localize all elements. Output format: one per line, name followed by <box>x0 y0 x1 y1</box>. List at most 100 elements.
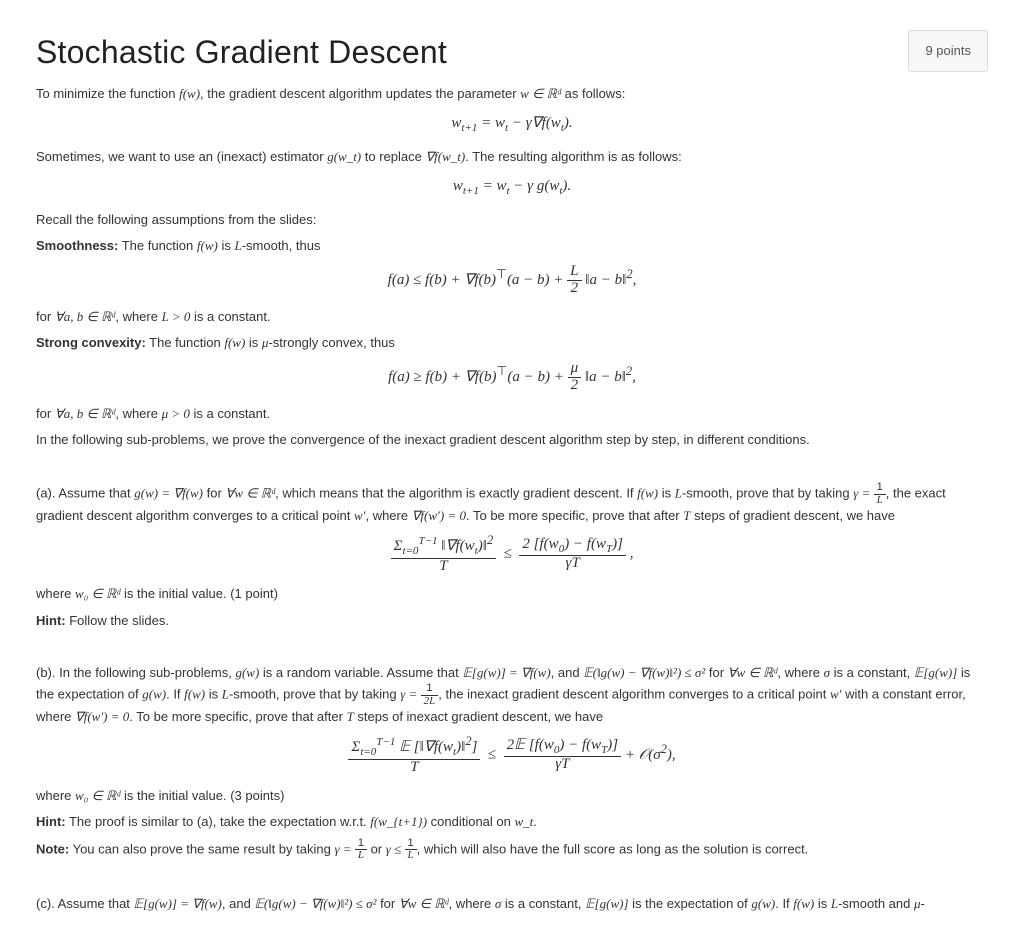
text: where <box>36 586 75 601</box>
math: ∀w ∈ ℝᵈ <box>728 665 778 680</box>
text: is a constant, <box>501 896 585 911</box>
text: To minimize the function <box>36 86 179 101</box>
text: , where <box>365 508 411 523</box>
math: ∇f(w_t) <box>425 149 465 164</box>
math: ∀a, b ∈ ℝᵈ <box>55 406 116 421</box>
text: or <box>367 841 386 856</box>
text: , where <box>449 896 495 911</box>
part-b-hint: Hint: The proof is similar to (a), take … <box>36 812 988 832</box>
text: where <box>36 788 75 803</box>
equation-convexity: f(a) ≥ f(b) + ∇f(b)⊤(a − b) + μ2 ‖a − b‖… <box>36 361 988 394</box>
label: Note: <box>36 841 69 856</box>
text: , the gradient descent algorithm updates… <box>200 86 520 101</box>
text: You can also prove the same result by ta… <box>69 841 334 856</box>
label: Smoothness: <box>36 238 118 253</box>
part-b: (b). In the following sub-problems, g(w)… <box>36 663 988 727</box>
math: L > 0 <box>162 309 191 324</box>
text: steps of inexact gradient descent, we ha… <box>354 709 603 724</box>
text: , where <box>115 406 161 421</box>
equation-smoothness: f(a) ≤ f(b) + ∇f(b)⊤(a − b) + L2 ‖a − b‖… <box>36 264 988 297</box>
text: is <box>814 896 831 911</box>
text: (b). In the following sub-problems, <box>36 665 235 680</box>
math: f(w) <box>224 335 245 350</box>
recall-line: Recall the following assumptions from th… <box>36 210 988 230</box>
smoothness-after: for ∀a, b ∈ ℝᵈ, where L > 0 is a constan… <box>36 307 988 327</box>
math: w_t <box>514 814 533 829</box>
text: . To be more specific, prove that after <box>129 709 346 724</box>
text: for <box>203 485 225 500</box>
part-a-tail: where w₀ ∈ ℝᵈ is the initial value. (1 p… <box>36 584 988 604</box>
math: w′ <box>354 508 366 523</box>
equation-b: Σt=0T−1 𝔼 [‖∇f(wt)‖2]T ≤ 2𝔼 [f(w0) − f(w… <box>36 735 988 775</box>
points-badge: 9 points <box>908 30 988 72</box>
math: 𝔼[g(w)] <box>585 896 628 911</box>
text: for <box>705 665 727 680</box>
text: is the initial value. (1 point) <box>120 586 278 601</box>
text: , where <box>777 665 823 680</box>
math: f(w_{t+1}) <box>370 814 427 829</box>
text: conditional on <box>427 814 514 829</box>
equation-sgd-update: wt+1 = wt − γ g(wt). <box>36 175 988 200</box>
text: The function <box>146 335 225 350</box>
text: , and <box>222 896 255 911</box>
text: for <box>36 309 55 324</box>
math: w₀ ∈ ℝᵈ <box>75 788 120 803</box>
text: is the initial value. (3 points) <box>120 788 284 803</box>
math: 𝔼[g(w)] <box>914 665 957 680</box>
equation-gd-update: wt+1 = wt − γ∇f(wt). <box>36 112 988 137</box>
math: g(w) <box>751 896 775 911</box>
math: ∀w ∈ ℝᵈ <box>225 485 275 500</box>
text: is a random variable. Assume that <box>259 665 462 680</box>
math: 𝔼(‖g(w) − ∇f(w)‖²) ≤ σ² <box>254 896 376 911</box>
math: w′ <box>830 687 842 702</box>
text: is <box>245 335 262 350</box>
math: ∀w ∈ ℝᵈ <box>399 896 449 911</box>
math: T <box>347 709 354 724</box>
text: -smooth, prove that by taking <box>682 485 853 500</box>
math: f(w) <box>184 687 205 702</box>
text: . To be more specific, prove that after <box>466 508 683 523</box>
math: ∇f(w′) = 0 <box>75 709 129 724</box>
text: is <box>218 238 235 253</box>
text: (c). Assume that <box>36 896 134 911</box>
math: w₀ ∈ ℝᵈ <box>75 586 120 601</box>
math: 𝔼(‖g(w) − ∇f(w)‖²) ≤ σ² <box>583 665 705 680</box>
text: is a constant. <box>190 309 270 324</box>
text: , the inexact gradient descent algorithm… <box>438 687 830 702</box>
text: as follows: <box>561 86 625 101</box>
math: ∀a, b ∈ ℝᵈ <box>55 309 116 324</box>
text: . If <box>775 896 793 911</box>
text: -smooth, prove that by taking <box>229 687 400 702</box>
label: Hint: <box>36 613 66 628</box>
math: g(w) = ∇f(w) <box>134 485 203 500</box>
text: is <box>205 687 222 702</box>
header: Stochastic Gradient Descent 9 points <box>36 28 988 78</box>
convexity-after: for ∀a, b ∈ ℝᵈ, where μ > 0 is a constan… <box>36 404 988 424</box>
part-a: (a). Assume that g(w) = ∇f(w) for ∀w ∈ ℝ… <box>36 482 988 526</box>
part-b-note: Note: You can also prove the same result… <box>36 838 988 862</box>
text: The proof is similar to (a), take the ex… <box>66 814 371 829</box>
math: L <box>675 485 682 500</box>
math: g(w) <box>142 687 166 702</box>
math: 𝔼[g(w)] = ∇f(w) <box>462 665 550 680</box>
text: The function <box>118 238 197 253</box>
label: Strong convexity: <box>36 335 146 350</box>
text: , where <box>115 309 161 324</box>
convexity-line: Strong convexity: The function f(w) is μ… <box>36 333 988 353</box>
math: 𝔼[g(w)] = ∇f(w) <box>134 896 222 911</box>
equation-a: Σt=0T−1 ‖∇f(wt)‖2T ≤ 2 [f(w0) − f(wT)]γT… <box>36 534 988 574</box>
intro-line-1: To minimize the function f(w), the gradi… <box>36 84 988 104</box>
text: , which means that the algorithm is exac… <box>275 485 637 500</box>
text: -strongly convex, thus <box>268 335 394 350</box>
math: f(w) <box>793 896 814 911</box>
math: ∇f(w′) = 0 <box>412 508 466 523</box>
math: w ∈ ℝᵈ <box>520 86 561 101</box>
math: g(w_t) <box>327 149 361 164</box>
text: steps of gradient descent, we have <box>690 508 895 523</box>
text: (a). Assume that <box>36 485 134 500</box>
page-title: Stochastic Gradient Descent <box>36 28 447 78</box>
text: is the expectation of <box>629 896 752 911</box>
text: - <box>921 896 925 911</box>
math: g(w) <box>235 665 259 680</box>
math: f(w) <box>179 86 200 101</box>
